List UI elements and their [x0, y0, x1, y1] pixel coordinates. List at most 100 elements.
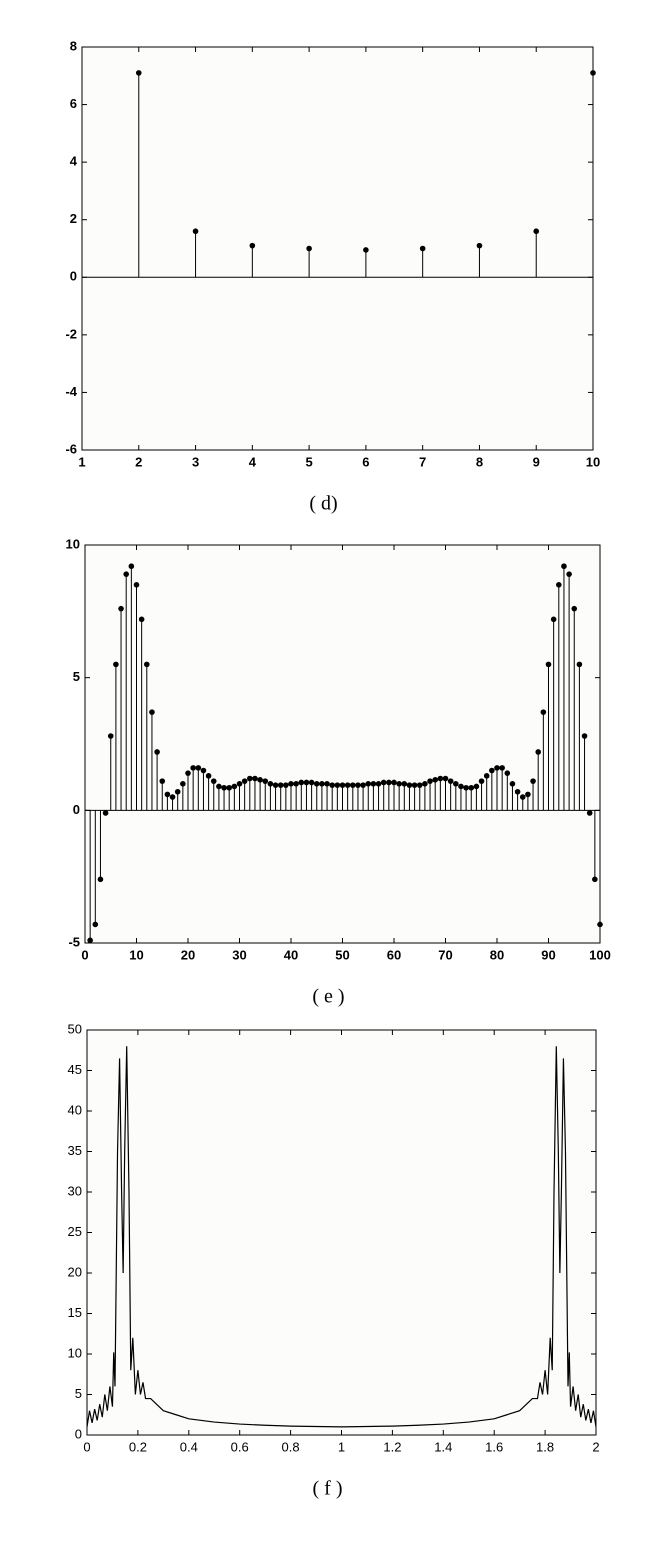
x-tick-label: 6 — [362, 454, 369, 469]
stem-marker — [419, 245, 426, 252]
x-tick-label: 1 — [338, 1439, 345, 1454]
y-tick-label: 0 — [70, 269, 77, 284]
stem-marker — [391, 779, 397, 786]
y-tick-label: 35 — [68, 1143, 82, 1158]
y-tick-label: 5 — [75, 1386, 82, 1401]
x-tick-label: 7 — [419, 454, 426, 469]
stem-marker — [411, 782, 418, 788]
x-tick-label: 1.4 — [434, 1439, 452, 1454]
stem-marker — [252, 775, 258, 782]
y-tick-label: -4 — [65, 384, 77, 399]
stem-marker — [241, 778, 248, 784]
x-tick-label: 60 — [387, 947, 401, 962]
x-tick-label: 50 — [335, 947, 349, 962]
chart: -6 -4 -2 0 2 4 6 8 1 2 3 4 5 6 7 8 9 10 ( d) — [65, 38, 600, 514]
stem-marker — [133, 582, 140, 588]
stem-marker — [597, 921, 603, 928]
x-tick-label: 40 — [284, 947, 298, 962]
y-tick-label: 10 — [66, 536, 80, 551]
x-tick-label: 0.4 — [180, 1439, 198, 1454]
stem-marker — [174, 788, 181, 795]
plot-area — [86, 1029, 597, 1436]
stem-marker — [190, 765, 196, 771]
stem-marker — [262, 778, 269, 784]
x-tick-label: 0.2 — [129, 1439, 147, 1454]
stem-marker — [350, 782, 356, 788]
stem-marker — [159, 778, 166, 784]
stem-marker — [303, 779, 310, 786]
stem-marker — [200, 767, 207, 774]
stem-marker — [149, 709, 155, 715]
x-tick-label: 80 — [490, 947, 504, 962]
stem-marker — [107, 733, 114, 739]
stem-marker — [581, 733, 588, 739]
stem-marker — [437, 775, 444, 782]
stem-marker — [489, 767, 495, 774]
stem-marker — [92, 921, 99, 928]
stem-marker — [185, 770, 191, 776]
y-tick-label: 30 — [68, 1183, 82, 1198]
stem-marker — [550, 616, 557, 623]
stem-marker — [164, 791, 171, 798]
x-tick-label: 0 — [81, 947, 88, 962]
plot-area — [84, 544, 601, 944]
stem-marker — [154, 749, 160, 755]
stem-marker — [416, 782, 423, 788]
chart: 0 5 10 15 20 25 30 35 40 45 50 0 0.2 0.4 0.6 0.8 1 1.2 1.4… — [68, 1021, 600, 1499]
stem-marker — [386, 779, 392, 786]
stem-marker — [267, 781, 274, 787]
stem-marker — [298, 779, 305, 786]
stem-marker — [87, 937, 93, 944]
stem-marker — [514, 788, 521, 795]
stem-marker — [370, 781, 377, 787]
stem-marker — [144, 661, 150, 668]
stem-marker — [293, 781, 299, 787]
stem-marker — [138, 616, 145, 623]
stem-marker — [180, 781, 186, 787]
stem-marker — [363, 247, 369, 253]
y-tick-label: 45 — [68, 1062, 82, 1077]
stem-marker — [257, 777, 263, 783]
stem-marker — [380, 779, 387, 786]
stem-marker — [483, 773, 490, 779]
y-tick-label: 0 — [73, 802, 80, 817]
x-tick-label: 9 — [533, 454, 540, 469]
stem-marker — [113, 661, 119, 668]
stem-marker — [586, 810, 593, 816]
y-tick-label: 4 — [70, 154, 78, 169]
x-tick-label: 1 — [78, 454, 85, 469]
stem-marker — [192, 228, 199, 235]
stem-marker — [545, 661, 552, 668]
stem-marker — [128, 563, 135, 570]
stem-marker — [571, 605, 578, 612]
x-tick-label: 0.6 — [231, 1439, 249, 1454]
x-tick-label: 10 — [586, 454, 600, 469]
stem-marker — [247, 775, 253, 782]
stem-marker — [401, 781, 408, 787]
stem-marker — [453, 781, 459, 787]
stem-marker — [216, 783, 222, 790]
stem-marker — [540, 709, 547, 715]
stem-marker — [406, 782, 413, 788]
stem-marker — [499, 765, 505, 771]
stem-marker — [169, 794, 176, 800]
stem-marker — [226, 784, 232, 791]
stem-marker — [530, 778, 536, 784]
x-tick-label: 2 — [135, 454, 142, 469]
stem-marker — [355, 782, 361, 788]
y-tick-label: 50 — [68, 1021, 82, 1036]
x-tick-label: 1.6 — [485, 1439, 503, 1454]
stem-marker — [344, 782, 351, 788]
y-tick-label: 10 — [68, 1345, 82, 1360]
stem-marker — [566, 571, 572, 577]
y-tick-label: 40 — [68, 1102, 82, 1117]
stem-marker — [590, 70, 596, 76]
stem-marker — [592, 876, 598, 883]
stem-marker — [118, 605, 124, 612]
y-tick-label: -6 — [65, 441, 77, 456]
stem-marker — [102, 810, 109, 816]
stem-marker — [535, 749, 541, 755]
y-tick-label: 8 — [70, 38, 77, 53]
